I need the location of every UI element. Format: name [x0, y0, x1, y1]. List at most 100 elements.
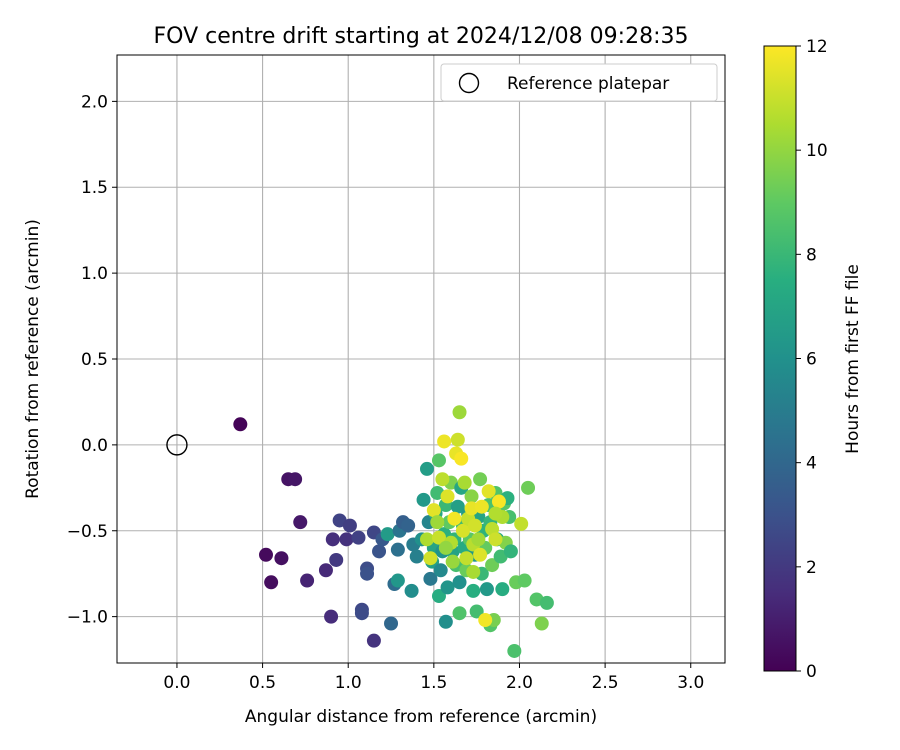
data-point — [419, 461, 434, 476]
x-tick-label: 2.5 — [592, 673, 619, 693]
colorbar-ticks: 0 2 4 6 8 10 12 — [796, 37, 828, 682]
data-point — [329, 552, 344, 567]
data-point — [438, 540, 453, 555]
data-point — [293, 515, 308, 530]
data-point — [440, 580, 455, 595]
data-point — [447, 511, 462, 526]
data-point — [366, 633, 381, 648]
data-point — [390, 573, 405, 588]
chart-title: FOV centre drift starting at 2024/12/08 … — [154, 24, 689, 49]
data-point — [454, 451, 469, 466]
x-tick-label: 1.5 — [420, 673, 447, 693]
data-point — [467, 518, 482, 533]
data-point — [488, 532, 503, 547]
y-tick-label: 2.0 — [81, 92, 108, 112]
y-tick-label: 0.5 — [81, 350, 108, 370]
colorbar-tick-label: 0 — [806, 662, 817, 682]
data-point — [517, 573, 532, 588]
y-axis-ticks: −1.0 −0.5 0.0 0.5 1.0 1.5 2.0 — [67, 92, 117, 628]
data-point — [445, 554, 460, 569]
data-point — [495, 582, 510, 597]
data-point — [351, 530, 366, 545]
data-point — [481, 484, 496, 499]
data-point — [452, 575, 467, 590]
data-point — [288, 472, 303, 487]
data-point — [485, 558, 500, 573]
colorbar-tick-label: 2 — [806, 558, 817, 578]
y-tick-label: 1.5 — [81, 178, 108, 198]
data-point — [419, 532, 434, 547]
colorbar-gradient — [763, 45, 797, 672]
data-point — [431, 530, 446, 545]
grid-lines — [117, 55, 725, 663]
data-point — [437, 434, 452, 449]
data-point — [471, 532, 486, 547]
data-point — [274, 551, 289, 566]
data-point — [450, 499, 465, 514]
data-point — [455, 523, 470, 538]
data-point — [324, 609, 339, 624]
data-point — [459, 551, 474, 566]
reference-marker — [166, 434, 188, 456]
data-point — [325, 532, 340, 547]
data-point — [488, 506, 503, 521]
data-point — [464, 489, 479, 504]
data-point — [404, 583, 419, 598]
legend-box — [440, 63, 718, 102]
data-point — [423, 551, 438, 566]
data-point — [457, 475, 472, 490]
data-point — [354, 606, 369, 621]
data-point — [478, 613, 493, 628]
colorbar-label: Hours from first FF file — [843, 264, 863, 454]
data-point — [300, 573, 315, 588]
data-points — [233, 405, 554, 658]
data-point — [452, 405, 467, 420]
y-tick-label: 0.0 — [81, 436, 108, 456]
x-axis-ticks: 0.0 0.5 1.0 1.5 2.0 2.5 3.0 — [163, 663, 704, 693]
data-point — [390, 542, 405, 557]
reference-platepar-marker — [166, 434, 188, 456]
data-point — [409, 549, 424, 564]
x-tick-label: 2.0 — [506, 673, 533, 693]
legend: Reference platepar — [440, 63, 718, 102]
legend-reference-marker — [458, 72, 480, 94]
data-point — [435, 472, 450, 487]
data-point — [464, 501, 479, 516]
data-point — [479, 582, 494, 597]
y-axis-label: Rotation from reference (arcmin) — [23, 219, 43, 499]
data-point — [318, 563, 333, 578]
data-point — [503, 544, 518, 559]
legend-entry-reference-platepar: Reference platepar — [507, 74, 669, 94]
data-point — [539, 595, 554, 610]
data-point — [339, 532, 354, 547]
colorbar-tick-label: 12 — [806, 37, 828, 57]
data-point — [466, 564, 481, 579]
colorbar-tick-label: 4 — [806, 454, 817, 474]
colorbar-tick-label: 10 — [806, 141, 828, 161]
y-tick-label: 1.0 — [81, 264, 108, 284]
data-point — [534, 616, 549, 631]
x-tick-label: 3.0 — [677, 673, 704, 693]
colorbar-tick-label: 8 — [806, 245, 817, 265]
data-point — [466, 583, 481, 598]
data-point — [521, 480, 536, 495]
data-point — [416, 492, 431, 507]
data-point — [342, 518, 357, 533]
data-point — [440, 489, 455, 504]
data-point — [233, 417, 248, 432]
y-tick-label: −1.0 — [67, 608, 108, 628]
data-point — [401, 518, 416, 533]
data-point — [423, 571, 438, 586]
x-tick-label: 0.5 — [249, 673, 276, 693]
x-axis-label: Angular distance from reference (arcmin) — [245, 707, 597, 727]
data-point — [450, 432, 465, 447]
y-tick-label: −0.5 — [67, 522, 108, 542]
data-point — [473, 472, 488, 487]
data-point — [360, 566, 375, 581]
x-tick-label: 1.0 — [335, 673, 362, 693]
data-point — [264, 575, 279, 590]
data-point — [433, 563, 448, 578]
data-point — [259, 547, 274, 562]
x-tick-label: 0.0 — [163, 673, 190, 693]
